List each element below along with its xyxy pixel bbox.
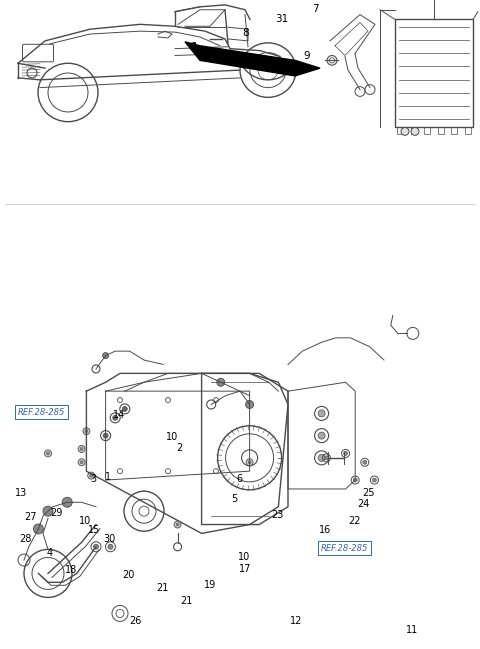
Circle shape — [88, 472, 95, 479]
Text: 21: 21 — [180, 596, 192, 606]
Text: 4: 4 — [47, 548, 52, 557]
Circle shape — [372, 478, 376, 482]
Circle shape — [411, 127, 419, 135]
Circle shape — [118, 398, 122, 402]
Text: 31: 31 — [275, 14, 288, 24]
Circle shape — [90, 474, 93, 477]
Text: 3: 3 — [91, 474, 96, 484]
Text: 12: 12 — [290, 617, 303, 626]
Text: 7: 7 — [312, 4, 319, 14]
Bar — [451, 127, 457, 134]
Text: 10: 10 — [79, 517, 92, 526]
Text: 16: 16 — [319, 525, 332, 535]
Circle shape — [45, 450, 51, 457]
Circle shape — [318, 432, 325, 439]
Text: 28: 28 — [19, 534, 31, 545]
Bar — [424, 127, 430, 134]
Text: 15: 15 — [88, 525, 100, 535]
Circle shape — [34, 524, 43, 534]
Circle shape — [62, 497, 72, 508]
Text: REF.28-285: REF.28-285 — [321, 544, 368, 552]
Text: 22: 22 — [348, 517, 360, 526]
Text: 9: 9 — [303, 51, 310, 60]
Circle shape — [113, 415, 118, 421]
Circle shape — [246, 400, 253, 408]
Circle shape — [166, 398, 170, 402]
Text: 30: 30 — [103, 534, 116, 545]
Circle shape — [324, 456, 328, 460]
Circle shape — [363, 460, 367, 464]
Text: 24: 24 — [358, 498, 370, 509]
Circle shape — [246, 459, 253, 466]
Text: 20: 20 — [122, 570, 135, 580]
Circle shape — [85, 430, 88, 433]
Circle shape — [344, 452, 348, 456]
Circle shape — [214, 398, 218, 402]
Circle shape — [118, 469, 122, 474]
Text: 17: 17 — [239, 564, 251, 574]
Circle shape — [174, 521, 181, 528]
Text: REF.28-285: REF.28-285 — [18, 408, 65, 417]
Bar — [397, 127, 403, 134]
Text: 13: 13 — [14, 487, 27, 498]
Circle shape — [47, 452, 49, 455]
Circle shape — [80, 461, 83, 464]
Text: 14: 14 — [113, 410, 125, 420]
Circle shape — [80, 447, 83, 450]
Text: 6: 6 — [236, 474, 242, 484]
Circle shape — [122, 406, 127, 411]
Bar — [395, 19, 473, 127]
Text: 19: 19 — [204, 580, 216, 591]
Circle shape — [103, 433, 108, 438]
Circle shape — [78, 445, 85, 452]
Bar — [438, 127, 444, 134]
Text: 1: 1 — [105, 472, 111, 482]
Text: 5: 5 — [231, 494, 238, 504]
Text: 21: 21 — [156, 583, 168, 593]
Circle shape — [318, 454, 325, 461]
Circle shape — [176, 523, 179, 526]
Text: 10: 10 — [238, 552, 250, 562]
Circle shape — [83, 428, 90, 435]
Circle shape — [103, 352, 108, 359]
Bar — [465, 127, 471, 134]
Text: 18: 18 — [65, 565, 77, 575]
Circle shape — [43, 506, 53, 516]
Text: 26: 26 — [130, 616, 142, 626]
Text: 10: 10 — [166, 432, 178, 442]
Circle shape — [214, 469, 218, 474]
Text: 23: 23 — [271, 509, 284, 520]
Circle shape — [217, 378, 225, 386]
Circle shape — [329, 58, 335, 63]
Circle shape — [248, 461, 251, 464]
Text: 11: 11 — [406, 626, 418, 635]
Circle shape — [166, 469, 170, 474]
Circle shape — [94, 545, 98, 549]
Text: 8: 8 — [242, 28, 249, 38]
Text: 27: 27 — [24, 512, 36, 522]
Circle shape — [327, 56, 337, 65]
Text: 25: 25 — [362, 487, 375, 498]
Bar — [410, 127, 417, 134]
Circle shape — [78, 459, 85, 466]
Circle shape — [401, 127, 409, 135]
Text: 29: 29 — [50, 508, 63, 517]
Circle shape — [318, 410, 325, 417]
Text: 2: 2 — [176, 443, 182, 453]
Polygon shape — [185, 42, 320, 76]
Circle shape — [353, 478, 357, 482]
Circle shape — [108, 545, 113, 549]
